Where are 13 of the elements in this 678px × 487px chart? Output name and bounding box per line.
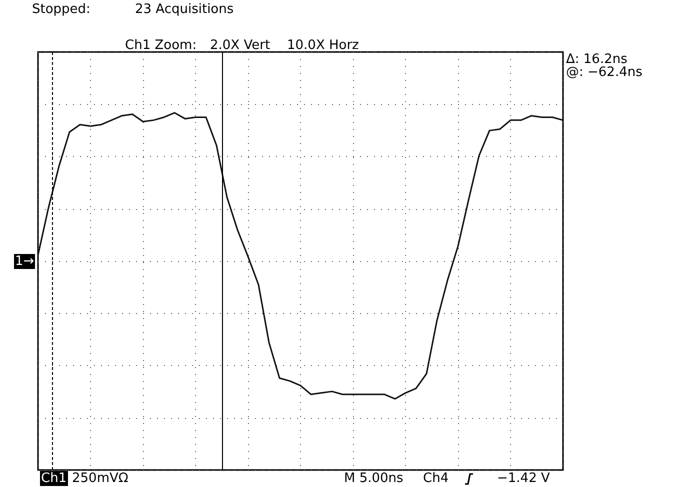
text: Ch1	[40, 471, 68, 486]
text: 23 Acquisitions	[135, 2, 234, 17]
text: Δ: 16.2ns	[566, 52, 628, 67]
text: 250mVΩ	[72, 471, 128, 486]
text: −1.42 V	[497, 471, 550, 486]
text: M 5.00ns	[344, 471, 404, 486]
text: Ch4	[423, 471, 449, 486]
text: 10.0X Horz	[287, 38, 359, 53]
text: @: −62.4ns	[566, 65, 642, 80]
text: Ch1 Zoom:	[125, 38, 197, 53]
text: 1→	[14, 254, 36, 269]
text: 2.0X Vert	[210, 38, 270, 53]
text: Stopped:	[32, 2, 90, 17]
